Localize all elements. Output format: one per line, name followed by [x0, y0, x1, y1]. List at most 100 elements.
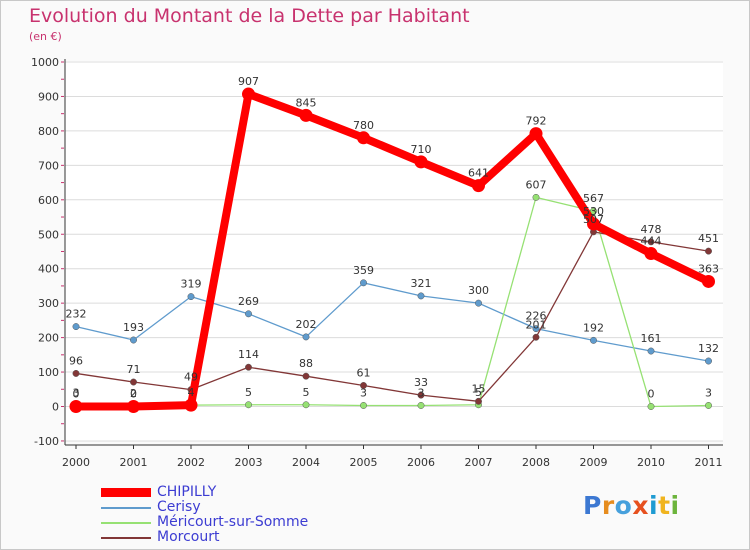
data-label: 49: [184, 371, 198, 384]
legend-swatch-cerisy: [101, 506, 151, 509]
data-label: 3: [73, 386, 80, 399]
data-point: [417, 292, 425, 300]
data-label: 845: [296, 96, 317, 109]
data-label: 226: [526, 310, 547, 323]
data-point: [475, 299, 482, 307]
y-tick-label: 400: [38, 263, 59, 276]
y-tick-label: 700: [38, 159, 59, 172]
data-point: [184, 398, 198, 412]
data-label: 71: [127, 363, 141, 376]
data-point: [532, 325, 540, 333]
data-point: [417, 391, 425, 399]
data-label: 444: [641, 235, 662, 248]
data-label: 96: [69, 354, 83, 367]
legend-swatch-mericourt: [101, 521, 151, 524]
data-label: 114: [238, 348, 259, 361]
x-tick-label: 2007: [465, 456, 493, 469]
data-point: [242, 87, 255, 101]
x-tick-label: 2005: [350, 456, 378, 469]
data-label: 193: [123, 321, 144, 334]
data-label: 907: [238, 75, 259, 88]
x-tick-label: 2008: [522, 456, 550, 469]
legend: CHIPILLY Cerisy Méricourt-sur-Somme Morc…: [101, 485, 308, 545]
data-point: [360, 279, 367, 287]
data-point: [130, 336, 137, 344]
data-label: 319: [181, 278, 202, 291]
y-tick-label: -100: [34, 435, 59, 448]
x-tick-label: 2003: [235, 456, 263, 469]
data-label: 0: [73, 388, 80, 401]
data-point: [302, 333, 310, 341]
data-label: 780: [353, 119, 374, 132]
data-point: [532, 193, 540, 201]
data-point: [72, 369, 80, 377]
data-label: 0: [648, 388, 655, 401]
data-point: [647, 347, 655, 355]
y-tick-label: 100: [38, 366, 59, 379]
data-point: [360, 382, 367, 389]
data-point: [702, 274, 715, 288]
logo-letter: t: [658, 491, 671, 520]
data-label: 5: [303, 386, 310, 399]
data-label: 61: [357, 366, 371, 379]
data-label: 5: [245, 386, 252, 399]
proxiti-logo: Proxiti: [583, 491, 680, 520]
legend-label-mericourt: Méricourt-sur-Somme: [157, 514, 309, 530]
legend-swatch-chipilly: [101, 488, 151, 497]
data-point: [302, 401, 310, 409]
data-label: 33: [414, 376, 428, 389]
logo-letter: x: [632, 491, 649, 520]
data-point: [647, 238, 655, 246]
data-point: [417, 402, 425, 409]
data-point: [705, 402, 712, 409]
data-label: 5: [475, 386, 482, 399]
y-tick-label: 800: [38, 125, 59, 138]
legend-item-cerisy: Cerisy: [101, 500, 308, 515]
data-label: 507: [583, 213, 604, 226]
x-tick-label: 2010: [637, 456, 665, 469]
data-label: 641: [468, 167, 489, 180]
x-tick-label: 2001: [120, 456, 148, 469]
data-label: 132: [698, 342, 719, 355]
legend-label-morcourt: Morcourt: [157, 529, 220, 545]
data-label: 0: [130, 388, 137, 401]
y-tick-label: 900: [38, 90, 59, 103]
data-point: [532, 333, 540, 341]
chart-title: Evolution du Montant de la Dette par Hab…: [29, 5, 470, 27]
legend-swatch-morcourt: [101, 536, 151, 539]
logo-letter: i: [670, 491, 680, 520]
data-label: 792: [526, 115, 547, 128]
legend-item-mericourt: Méricourt-sur-Somme: [101, 515, 308, 530]
y-tick-label: 200: [38, 332, 59, 345]
x-tick-label: 2009: [580, 456, 608, 469]
x-tick-label: 2011: [695, 456, 723, 469]
data-label: 3: [418, 386, 425, 399]
data-point: [644, 247, 658, 261]
legend-label-cerisy: Cerisy: [157, 499, 201, 515]
data-point: [587, 217, 600, 231]
data-point: [360, 402, 367, 409]
data-label: 269: [238, 295, 259, 308]
data-point: [187, 293, 195, 301]
data-label: 567: [583, 192, 604, 205]
data-label: 201: [526, 318, 547, 331]
data-point: [130, 378, 137, 386]
data-point: [245, 310, 252, 318]
data-point: [705, 357, 712, 365]
data-point: [245, 401, 252, 409]
data-label: 192: [583, 321, 604, 334]
data-point: [69, 400, 83, 413]
data-label: 232: [66, 308, 87, 321]
data-point: [472, 179, 485, 193]
logo-letter: r: [601, 491, 615, 520]
y-tick-label: 500: [38, 228, 59, 241]
series-line-3: [75, 231, 710, 402]
x-tick-label: 2004: [292, 456, 320, 469]
y-tick-label: 300: [38, 297, 59, 310]
x-tick-label: 2006: [407, 456, 435, 469]
data-label: 478: [641, 223, 662, 236]
x-tick-label: 2002: [177, 456, 205, 469]
data-point: [590, 336, 597, 344]
